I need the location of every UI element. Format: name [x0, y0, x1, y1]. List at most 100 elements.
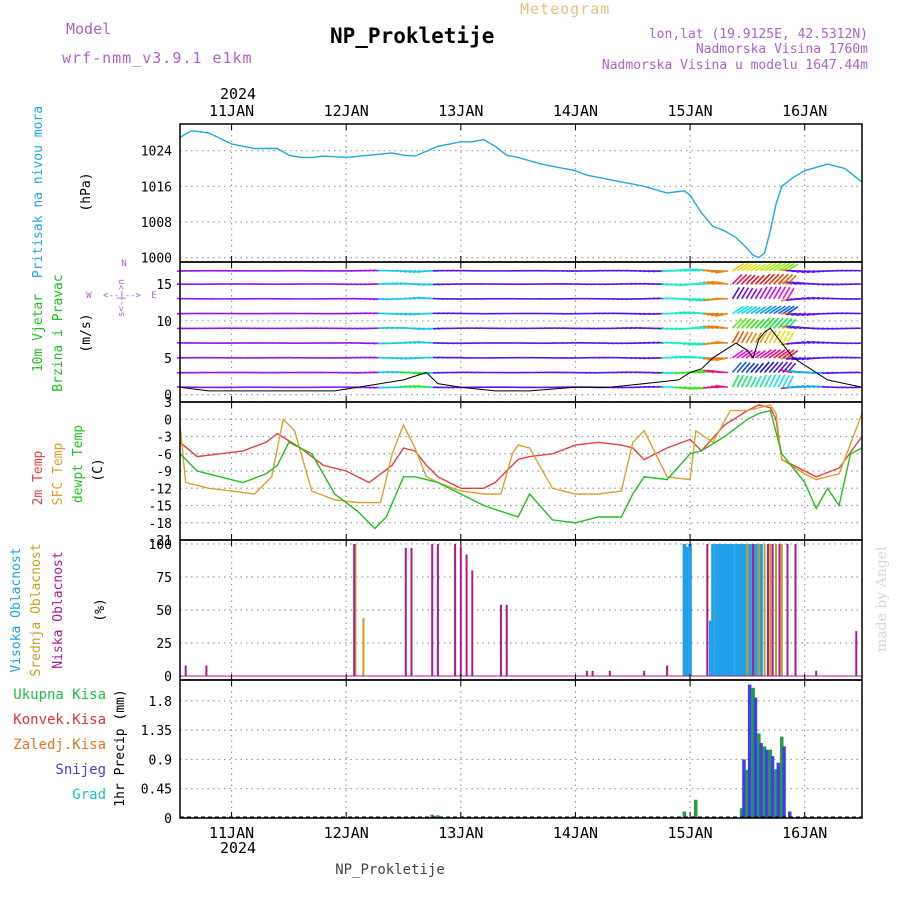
wind-arrow	[695, 370, 706, 374]
year-bottom: 2024	[220, 839, 256, 857]
wind-ytick-label: 5	[164, 352, 172, 367]
precip-bar-total_precip	[774, 769, 778, 818]
wind-arrow	[732, 263, 745, 272]
wind-arrow	[732, 305, 745, 315]
cloud-ytick-label: 50	[156, 604, 172, 619]
wind-arrow	[678, 386, 687, 389]
cloud-ylabel: Visoka Oblacnost Srednja Oblacnost Niska…	[9, 543, 108, 676]
temperature-ytick-label: 3	[164, 396, 172, 411]
precip-ytick-label: 0	[164, 812, 172, 827]
wind-arrow	[777, 361, 789, 374]
wind-arrow	[787, 350, 799, 359]
precip-bar-total_precip	[745, 769, 750, 818]
precip-bar-snow	[765, 749, 769, 818]
wind-arrow	[741, 305, 754, 315]
watermark: made by Angel	[874, 546, 890, 652]
wind-arrow	[786, 312, 797, 316]
precip-bar-total_precip	[762, 746, 767, 818]
wind-arrow	[768, 374, 777, 388]
pressure-series-pressure	[179, 129, 863, 259]
cloud-bar-low_cloud	[499, 604, 502, 676]
pressure-ytick-label: 1000	[141, 252, 172, 267]
wind-arrow	[750, 363, 760, 374]
temperature-ytick-label: -12	[149, 482, 172, 497]
temperature-ytick-label: -15	[149, 500, 172, 515]
wind-arrow	[715, 384, 729, 389]
cloud-bar-low_cloud	[184, 665, 187, 677]
model-name: wrf-nmm_v3.9.1 e1km	[62, 49, 253, 67]
wind-arrow	[796, 385, 806, 389]
cloud-bar-mid_cloud	[769, 544, 772, 677]
wind-arrow	[796, 357, 806, 361]
cloud-bar-high_cloud	[730, 544, 735, 677]
precip-bar-total_precip	[436, 815, 440, 818]
cloud-bar-high_cloud	[759, 544, 763, 677]
wind-arrow	[763, 374, 772, 388]
pressure-ylabel: Pritisak na nivou mora (hPa)	[31, 106, 94, 278]
wind-arrow	[768, 262, 782, 272]
wind-arrow	[703, 325, 715, 330]
precip-legend-snow: Snijeg	[55, 762, 106, 778]
wind-arrow	[801, 270, 811, 274]
wind-arrow	[731, 274, 743, 285]
pressure-panel: 1000 1008 1016 1024	[141, 123, 863, 267]
temperature-ytick-label: -9	[156, 465, 172, 480]
wind-arrow	[707, 280, 719, 285]
xtick-label-top: 12JAN	[324, 102, 369, 120]
wind-arrow	[412, 296, 421, 300]
wind-arrow	[768, 330, 777, 344]
wind-arrow	[699, 325, 710, 330]
wind-arrow	[682, 268, 692, 272]
precip-bar-snow	[747, 684, 752, 818]
wind-arrow	[764, 349, 777, 359]
wind-arrow	[806, 384, 816, 389]
wind-arrow	[740, 331, 749, 344]
temp-ylabel-unit: (C)	[91, 458, 106, 481]
wind-arrow	[768, 305, 782, 315]
cloud-bar-high_cloud	[684, 546, 689, 676]
wind-arrow	[682, 342, 692, 345]
cloud-bar-high_cloud	[736, 544, 740, 677]
wind-arrow	[711, 312, 724, 317]
wind-arrow	[731, 331, 740, 344]
xtick-label-top: 11JAN	[209, 102, 254, 120]
wind-arrow	[801, 312, 811, 317]
xtick-label-top: 16JAN	[782, 102, 827, 120]
wind-ylabel: 10m Vjetar Brzina i Pravac (m/s) N W E <…	[31, 259, 157, 392]
wind-arrow	[741, 318, 752, 329]
cloud-bar-low_cloud	[608, 670, 611, 677]
cloud-bar-low_cloud	[459, 546, 462, 676]
wind-arrow	[791, 357, 802, 361]
wind-arrow	[741, 349, 753, 359]
xtick-label-bottom: 13JAN	[438, 824, 483, 842]
precip-bar-snow	[782, 746, 786, 818]
page-subtitle: Meteogram	[520, 0, 610, 18]
wind-arrow	[740, 375, 749, 388]
wind-arrow	[678, 269, 687, 272]
wind-arrow	[759, 374, 768, 388]
wind-arrow	[786, 287, 795, 300]
cloud-bar-low_cloud	[465, 554, 468, 676]
temperature-ytick-label: -18	[149, 517, 172, 532]
temp-ylabel: 2m Temp SFC Temp dewpt Temp (C)	[31, 425, 106, 506]
cloud-bar-high_cloud	[739, 544, 744, 677]
wind-arrow	[750, 332, 758, 344]
wind-arrow	[736, 317, 747, 329]
precip-bar-total_precip	[780, 736, 784, 818]
wind-arrow	[777, 286, 787, 300]
wind-arrow	[687, 386, 696, 390]
wind-arrow	[786, 356, 797, 360]
wind-arrow	[773, 361, 784, 374]
wind-arrow	[703, 281, 715, 285]
temperature-ytick-label: -21	[149, 534, 172, 549]
wind-arrow	[780, 369, 793, 374]
wind-arrow	[745, 331, 753, 344]
cloud-bar-low_cloud	[666, 665, 669, 677]
wind-arrow	[773, 262, 787, 272]
plot-layer: 100010081016102405101530-3-6-9-12-15-18-…	[141, 102, 863, 842]
wind-arrow	[750, 306, 761, 315]
wind-arrow	[408, 341, 417, 344]
wind-arrow	[412, 385, 421, 389]
wind-arrow	[740, 287, 750, 300]
precip-bar-total_precip	[430, 814, 434, 818]
